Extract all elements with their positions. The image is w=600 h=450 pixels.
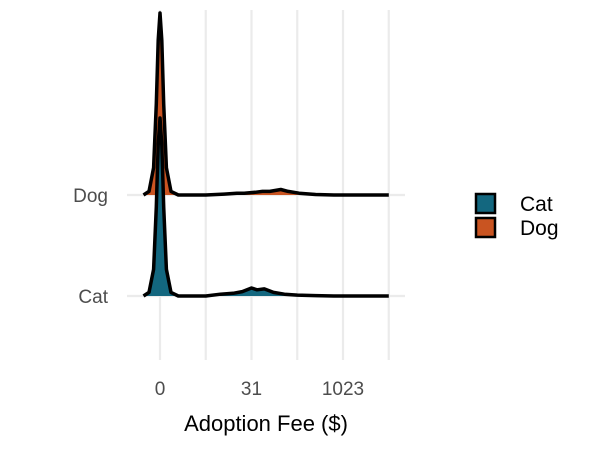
legend-key-cat (474, 192, 497, 215)
ridges (142, 11, 389, 298)
y-tick-label-cat: Cat (78, 287, 108, 308)
ridge-line-cat (142, 116, 389, 298)
ridge-line-dog (142, 11, 389, 197)
x-tick-label-1: 31 (241, 379, 262, 400)
x-axis-title: Adoption Fee ($) (184, 411, 348, 436)
legend-label-dog: Dog (520, 217, 559, 240)
axes: Cat Dog 0 31 1023 Adoption Fee ($) (73, 186, 364, 436)
ridge-fill-dog (143, 13, 389, 195)
legend-label-cat: Cat (520, 193, 553, 216)
ridge-fill-cat (143, 118, 389, 296)
legend-key-dog (474, 216, 497, 239)
x-tick-label-0: 0 (155, 379, 166, 400)
x-tick-label-2: 1023 (322, 379, 364, 400)
y-tick-label-dog: Dog (73, 186, 108, 207)
